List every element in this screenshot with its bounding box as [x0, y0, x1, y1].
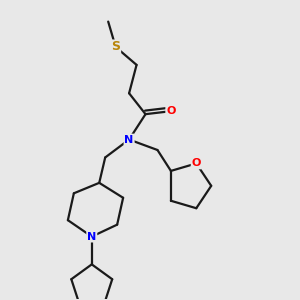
Text: O: O: [192, 158, 201, 168]
Text: O: O: [166, 106, 176, 116]
Text: N: N: [124, 134, 134, 145]
Text: N: N: [87, 232, 96, 242]
Text: S: S: [111, 40, 120, 53]
